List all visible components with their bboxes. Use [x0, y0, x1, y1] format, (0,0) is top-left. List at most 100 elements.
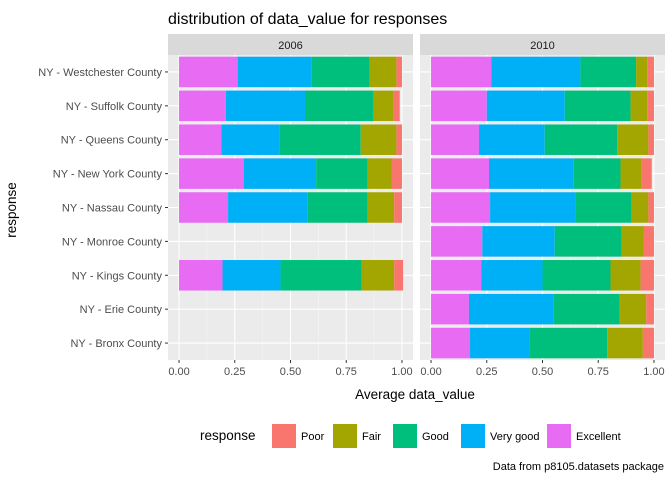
legend-label: Excellent	[576, 431, 621, 443]
y-tick-label: NY - Queens County	[61, 135, 163, 147]
bar-segment-very-good	[468, 293, 554, 325]
bar-segment-excellent	[431, 158, 489, 189]
bar-segment-poor	[648, 192, 654, 223]
bar-segment-fair	[607, 327, 643, 359]
bar-segment-excellent	[431, 293, 469, 325]
y-tick-label: NY - Kings County	[72, 270, 163, 282]
x-axis-title: Average data_value	[355, 387, 475, 402]
y-tick-label: NY - Bronx County	[70, 338, 162, 350]
bar-segment-excellent	[179, 192, 229, 223]
legend-key	[547, 424, 571, 448]
y-tick-label: NY - New York County	[53, 169, 163, 181]
y-axis-title: response	[4, 182, 19, 238]
bar-segment-fair	[610, 260, 641, 291]
bar-segment-fair	[619, 293, 647, 325]
bar-segment-fair	[620, 158, 642, 189]
bar-segment-very-good	[478, 124, 545, 155]
y-tick-label: NY - Erie County	[80, 304, 163, 316]
bar-segment-fair	[621, 226, 644, 257]
bar-segment-fair	[617, 124, 649, 155]
legend-key	[333, 424, 357, 448]
bar-segment-excellent	[431, 192, 491, 223]
bar-segment-very-good	[481, 260, 543, 291]
bar-segment-very-good	[482, 226, 555, 257]
bar-segment-very-good	[225, 90, 305, 122]
bar-segment-good	[573, 158, 621, 189]
legend: response Poor Fair Good Very good Excellent	[200, 424, 621, 448]
bar-segment-good	[554, 226, 622, 257]
bar-segment-excellent	[179, 124, 222, 155]
x-tick-label: 0.25	[224, 366, 245, 378]
bars	[179, 56, 404, 291]
facet-panel-2010: 2010 0.00 0.25 0.50 0.75 1.00	[420, 34, 665, 378]
legend-label: Good	[422, 431, 449, 443]
x-tick-label: 0.00	[168, 366, 189, 378]
legend-item-fair: Fair	[333, 424, 381, 448]
bar-segment-very-good	[470, 327, 530, 359]
x-axis-2006: 0.00 0.25 0.50 0.75 1.00	[168, 360, 413, 378]
bar-segment-good	[564, 90, 631, 122]
bar-segment-fair	[636, 56, 648, 88]
bar-segment-poor	[646, 293, 654, 325]
facet-strip-label: 2006	[278, 40, 302, 52]
bar-segment-fair	[372, 90, 394, 122]
x-tick-label: 0.25	[476, 366, 497, 378]
x-tick-label: 0.50	[532, 366, 553, 378]
legend-key	[393, 424, 417, 448]
chart-title: distribution of data_value for responses	[168, 11, 447, 28]
legend-item-good: Good	[393, 424, 449, 448]
bar-segment-poor	[647, 56, 654, 88]
bar-segment-poor	[640, 260, 654, 291]
bar-segment-good	[580, 56, 637, 88]
bar-segment-very-good	[221, 124, 280, 155]
bar-segment-excellent	[179, 260, 223, 291]
bar-segment-poor	[396, 124, 402, 155]
facet-strip	[420, 34, 665, 55]
bar-segment-poor	[396, 56, 402, 88]
y-tick-label: NY - Westchester County	[38, 67, 162, 79]
bar-segment-good	[279, 124, 361, 155]
bar-segment-good	[316, 158, 368, 189]
legend-key	[272, 424, 296, 448]
legend-key	[461, 424, 485, 448]
bar-segment-poor	[393, 90, 400, 122]
x-axis-2010: 0.00 0.25 0.50 0.75 1.00	[420, 360, 665, 378]
bar-segment-excellent	[179, 56, 238, 88]
facet-strip	[168, 34, 413, 55]
bar-segment-good	[304, 90, 373, 122]
bar-segment-fair	[631, 192, 649, 223]
facet-panel-2006: 2006 0.00 0.25 0.50 0.75 1.00	[168, 34, 413, 378]
bar-segment-excellent	[431, 56, 492, 88]
x-tick-label: 0.75	[336, 366, 357, 378]
bar-segment-very-good	[237, 56, 312, 88]
bar-segment-fair	[369, 56, 397, 88]
bar-segment-good	[542, 260, 611, 291]
bar-segment-fair	[361, 260, 395, 291]
legend-title: response	[200, 428, 256, 443]
y-tick-label: NY - Suffolk County	[66, 101, 163, 113]
bar-segment-excellent	[431, 260, 482, 291]
bar-segment-fair	[367, 158, 392, 189]
bar-segment-poor	[643, 226, 654, 257]
bar-segment-good	[544, 124, 618, 155]
facet-strip-label: 2010	[530, 40, 554, 52]
bar-segment-very-good	[491, 56, 581, 88]
legend-label: Very good	[490, 431, 540, 443]
x-tick-label: 1.00	[643, 366, 664, 378]
bar-segment-very-good	[243, 158, 317, 189]
legend-item-poor: Poor	[272, 424, 325, 448]
bar-segment-poor	[642, 327, 654, 359]
bar-segment-good	[553, 293, 620, 325]
bar-segment-poor	[641, 158, 652, 189]
legend-label: Poor	[301, 431, 325, 443]
caption: Data from p8105.datasets package	[493, 461, 664, 473]
bar-segment-fair	[630, 90, 648, 122]
bar-segment-poor	[648, 124, 654, 155]
bar-segment-excellent	[179, 158, 244, 189]
legend-item-excellent: Excellent	[547, 424, 621, 448]
bar-segment-very-good	[228, 192, 308, 223]
bar-segment-poor	[394, 192, 402, 223]
x-tick-label: 1.00	[391, 366, 412, 378]
bar-segment-fair	[367, 192, 395, 223]
